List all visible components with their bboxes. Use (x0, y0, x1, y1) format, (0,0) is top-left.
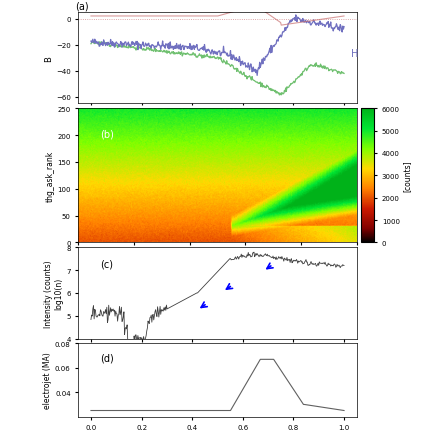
Y-axis label: electrojet (MA): electrojet (MA) (43, 352, 52, 408)
Y-axis label: B: B (44, 56, 53, 62)
Text: H: H (350, 49, 358, 59)
Text: (b): (b) (100, 129, 114, 139)
Y-axis label: [counts]: [counts] (401, 160, 411, 192)
Y-axis label: Intensity (counts)
log10(n): Intensity (counts) log10(n) (44, 260, 63, 327)
Text: (a): (a) (76, 1, 89, 11)
Text: (c): (c) (100, 259, 113, 269)
Y-axis label: thg_ask_rank: thg_ask_rank (45, 150, 54, 201)
Text: (d): (d) (100, 352, 114, 362)
